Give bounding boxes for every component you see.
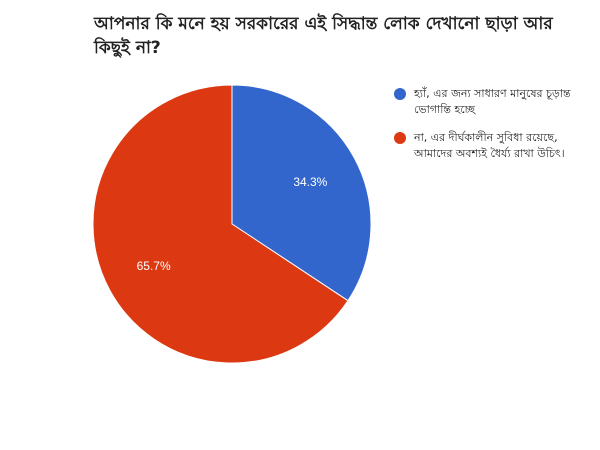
legend-item[interactable]: হ্যাঁ, এর জন্য সাধারণ মানুষের চূড়ান্ত ভ…: [394, 86, 584, 118]
slice-data-label: 34.3%: [293, 175, 327, 189]
legend: হ্যাঁ, এর জন্য সাধারণ মানুষের চূড়ান্ত ভ…: [394, 86, 584, 174]
legend-swatch-icon: [394, 88, 406, 100]
legend-item[interactable]: না, এর দীর্ঘকালীন সুবিধা রয়েছে, আমাদের …: [394, 130, 584, 162]
pie-slice[interactable]: [92, 84, 349, 364]
legend-label: না, এর দীর্ঘকালীন সুবিধা রয়েছে, আমাদের …: [414, 131, 565, 160]
legend-swatch-icon: [394, 132, 406, 144]
slice-data-label: 65.7%: [137, 259, 171, 273]
chart-title: আপনার কি মনে হয় সরকারের এই সিদ্ধান্ত লো…: [94, 14, 553, 58]
legend-label: হ্যাঁ, এর জন্য সাধারণ মানুষের চূড়ান্ত ভ…: [414, 87, 571, 116]
